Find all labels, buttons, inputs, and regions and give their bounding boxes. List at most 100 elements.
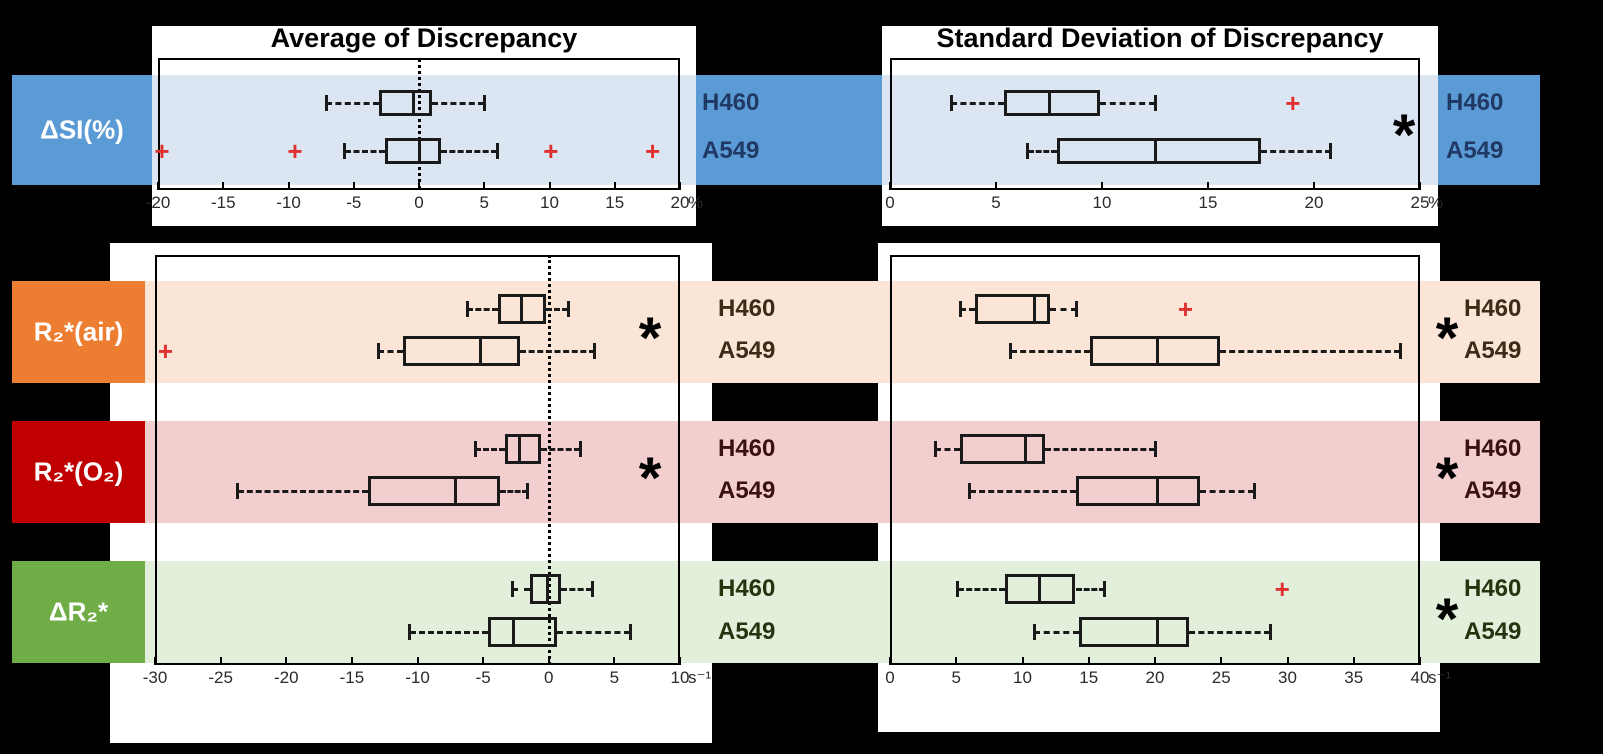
boxplot-whisker <box>1027 149 1058 153</box>
x-tick-label: -20 <box>273 668 299 687</box>
boxplot-whisker <box>519 349 595 353</box>
x-tick <box>1021 657 1024 665</box>
boxplot-median <box>511 617 515 647</box>
boxplot-whisker <box>1200 489 1255 493</box>
boxplot-whisker-cap <box>482 95 486 111</box>
x-tick-label: 0 <box>885 668 895 687</box>
x-tick <box>1286 657 1289 665</box>
x-tick <box>955 657 958 665</box>
boxplot-whisker <box>344 149 386 153</box>
row-band-segment <box>882 75 1438 185</box>
x-tick-label: 5 <box>609 668 620 687</box>
x-tick <box>679 657 681 665</box>
series-label: A549 <box>1464 337 1522 364</box>
x-tick-label: -15 <box>339 668 365 687</box>
row-label: ΔR₂* <box>48 596 109 627</box>
x-tick <box>482 657 485 665</box>
boxplot-whisker-cap <box>578 441 582 457</box>
boxplot-whisker <box>378 349 404 353</box>
series-label: H460 <box>718 295 776 322</box>
x-tick-label: -10 <box>405 668 430 687</box>
boxplot-whisker <box>560 587 593 591</box>
boxplot-box <box>1079 617 1190 647</box>
x-tick-label: 5 <box>951 668 961 687</box>
x-tick-label: 35 <box>1344 668 1364 687</box>
outlier-marker: + <box>543 136 559 166</box>
x-tick-label: 0 <box>544 668 554 687</box>
boxplot-whisker <box>237 489 368 493</box>
series-label: H460 <box>1464 435 1522 462</box>
boxplot-whisker-cap <box>1329 143 1333 159</box>
x-tick <box>1352 657 1355 665</box>
row-band-segment <box>696 75 882 185</box>
boxplot-whisker <box>512 587 531 591</box>
x-tick-label: 20 <box>1145 668 1165 687</box>
series-label: A549 <box>1464 477 1522 504</box>
x-axis-unit: % <box>688 193 704 212</box>
x-tick-label: -15 <box>210 193 236 212</box>
x-tick <box>1220 657 1223 665</box>
x-tick <box>1419 182 1421 190</box>
x-tick-label: 5 <box>991 193 1001 212</box>
x-tick-label: 20 <box>670 193 690 212</box>
boxplot-median <box>1156 336 1160 366</box>
boxplot-whisker-cap <box>1153 441 1157 457</box>
boxplot-box <box>403 336 520 366</box>
x-tick <box>352 182 355 190</box>
boxplot-box <box>1090 336 1220 366</box>
x-tick-label: -25 <box>208 668 233 687</box>
row-band-segment <box>12 561 145 663</box>
x-tick-label: 10 <box>540 193 559 212</box>
x-tick-label: 10 <box>670 668 690 687</box>
x-tick-label: 40 <box>1410 668 1430 687</box>
boxplot-median <box>1038 574 1042 604</box>
series-label: A549 <box>1446 137 1504 164</box>
boxplot-whisker-cap <box>1026 143 1030 159</box>
series-label: A549 <box>718 337 776 364</box>
x-tick <box>613 657 616 665</box>
boxplot-whisker <box>546 307 569 311</box>
x-tick-label: 25 <box>1410 193 1430 212</box>
boxplot-whisker <box>540 447 581 451</box>
boxplot-whisker-cap <box>968 483 971 499</box>
boxplot-whisker-cap <box>1268 624 1272 640</box>
x-tick-label: 20 <box>1304 193 1324 212</box>
series-label: H460 <box>718 575 776 602</box>
x-tick <box>1313 182 1315 190</box>
series-label: H460 <box>1464 295 1522 322</box>
row-band-segment <box>145 561 1540 663</box>
boxplot-median <box>1032 294 1036 324</box>
boxplot-box <box>488 617 557 647</box>
x-tick <box>157 182 159 190</box>
row-label: ΔSI(%) <box>40 114 124 145</box>
boxplot-whisker <box>957 587 1006 591</box>
boxplot-whisker-cap <box>1252 483 1256 499</box>
series-label: H460 <box>718 435 776 462</box>
series-label: A549 <box>1464 618 1522 645</box>
significance-asterisk: * <box>638 306 662 371</box>
outlier-marker: + <box>1177 294 1194 324</box>
boxplot-whisker-cap <box>628 624 632 640</box>
boxplot-whisker-cap <box>1009 343 1013 359</box>
boxplot-whisker-cap <box>566 301 570 317</box>
boxplot-median <box>1156 476 1160 506</box>
boxplot-whisker <box>500 489 528 493</box>
significance-asterisk: * <box>1435 586 1459 652</box>
x-axis-unit: s⁻¹ <box>1428 668 1452 687</box>
column-title-stddev: Standard Deviation of Discrepancy <box>936 23 1384 53</box>
boxplot-whisker-cap <box>343 143 347 159</box>
boxplot-median <box>417 138 421 164</box>
x-tick <box>1087 657 1090 665</box>
boxplot-whisker <box>951 101 1005 105</box>
boxplot-whisker <box>1219 349 1401 353</box>
x-tick-label: 0 <box>885 193 895 212</box>
boxplot-whisker <box>409 630 489 634</box>
boxplot-whisker-cap <box>956 581 960 597</box>
boxplot-whisker-cap <box>958 301 962 317</box>
row-band-segment <box>12 281 145 383</box>
row-band-segment <box>145 421 1540 523</box>
x-tick-label: -10 <box>276 193 301 212</box>
boxplot-whisker-cap <box>473 441 477 457</box>
boxplot-whisker <box>326 101 379 105</box>
row-label: R₂*(O₂) <box>33 456 124 487</box>
